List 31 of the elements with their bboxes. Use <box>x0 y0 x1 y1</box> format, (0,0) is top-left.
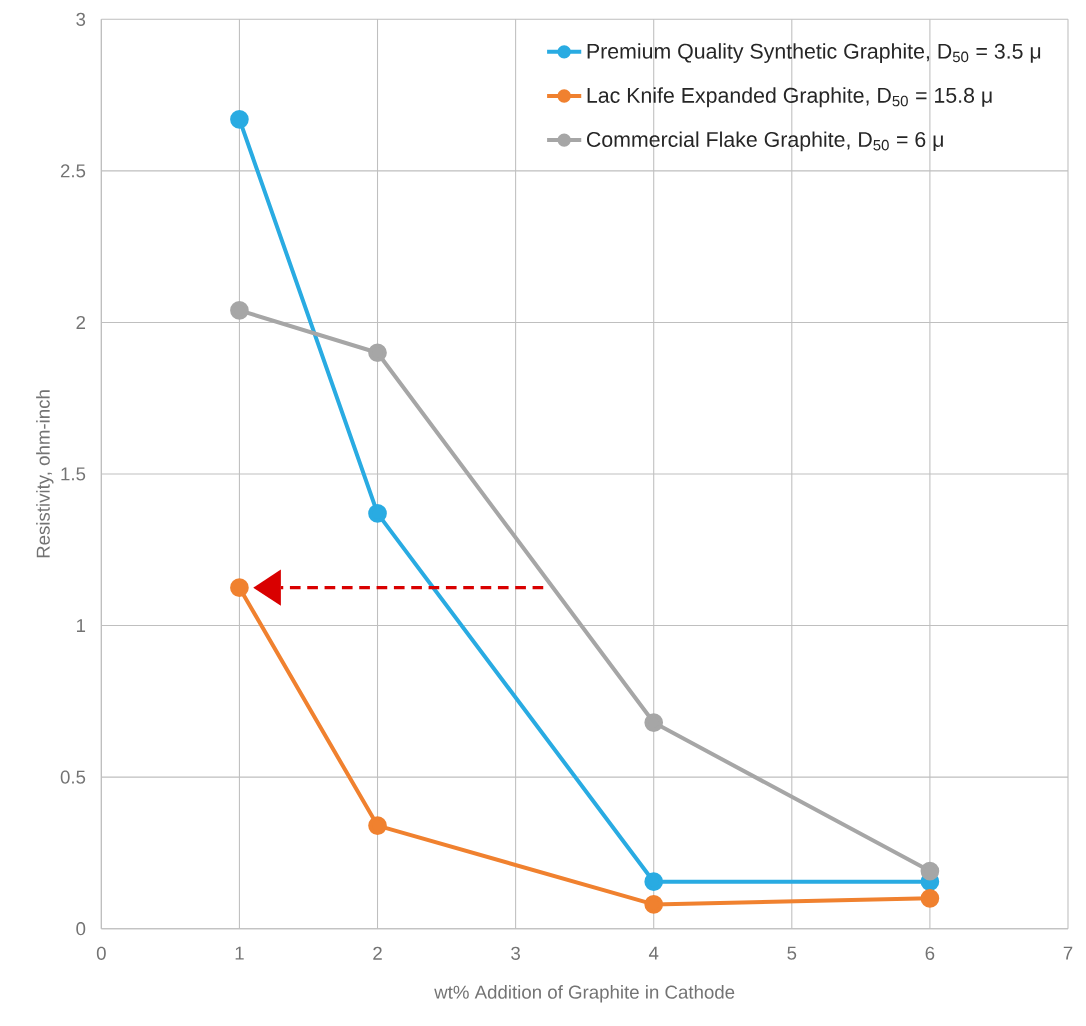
y-tick-label: 0 <box>76 922 86 936</box>
y-tick-label: 1.5 <box>61 467 86 481</box>
x-tick-label: 5 <box>787 946 797 960</box>
x-tick-label: 1 <box>235 946 244 960</box>
x-tick-label: 6 <box>925 946 935 960</box>
x-tick-label: 4 <box>648 946 659 960</box>
y-tick-label: 1 <box>77 619 86 632</box>
legend-label: Premium Quality Synthetic Graphite, D$_{50}$ = 3.5 μ <box>587 43 1041 64</box>
y-tick-label: 2.5 <box>60 164 86 178</box>
point <box>368 343 387 363</box>
point <box>644 713 664 732</box>
point <box>230 110 249 129</box>
point <box>368 504 387 523</box>
x-tick-label: 7 <box>1063 946 1073 960</box>
y-tick-label: 2 <box>76 315 86 329</box>
y-tick-label: 3 <box>76 12 86 26</box>
y-tick-label: 0.5 <box>60 770 86 784</box>
point <box>230 578 249 597</box>
point <box>368 816 387 835</box>
point <box>644 872 664 892</box>
y-axis-title: Resistivity, ohm-inch <box>36 390 54 558</box>
x-tick-label: 2 <box>373 946 382 960</box>
x-tick-label: 3 <box>511 946 520 960</box>
point <box>920 889 940 908</box>
point <box>230 300 249 320</box>
legend-label: Lac Knife Expanded Graphite, D$_{50}$ = 15.8 μ <box>587 87 992 108</box>
x-axis-title: wt% Addition of Graphite in Cathode <box>434 985 735 1003</box>
point <box>644 895 664 914</box>
legend-label: Commercial Flake Graphite, D$_{50}$ = 6 μ <box>586 131 943 152</box>
x-tick-label: 0 <box>96 946 106 960</box>
point <box>920 861 940 881</box>
